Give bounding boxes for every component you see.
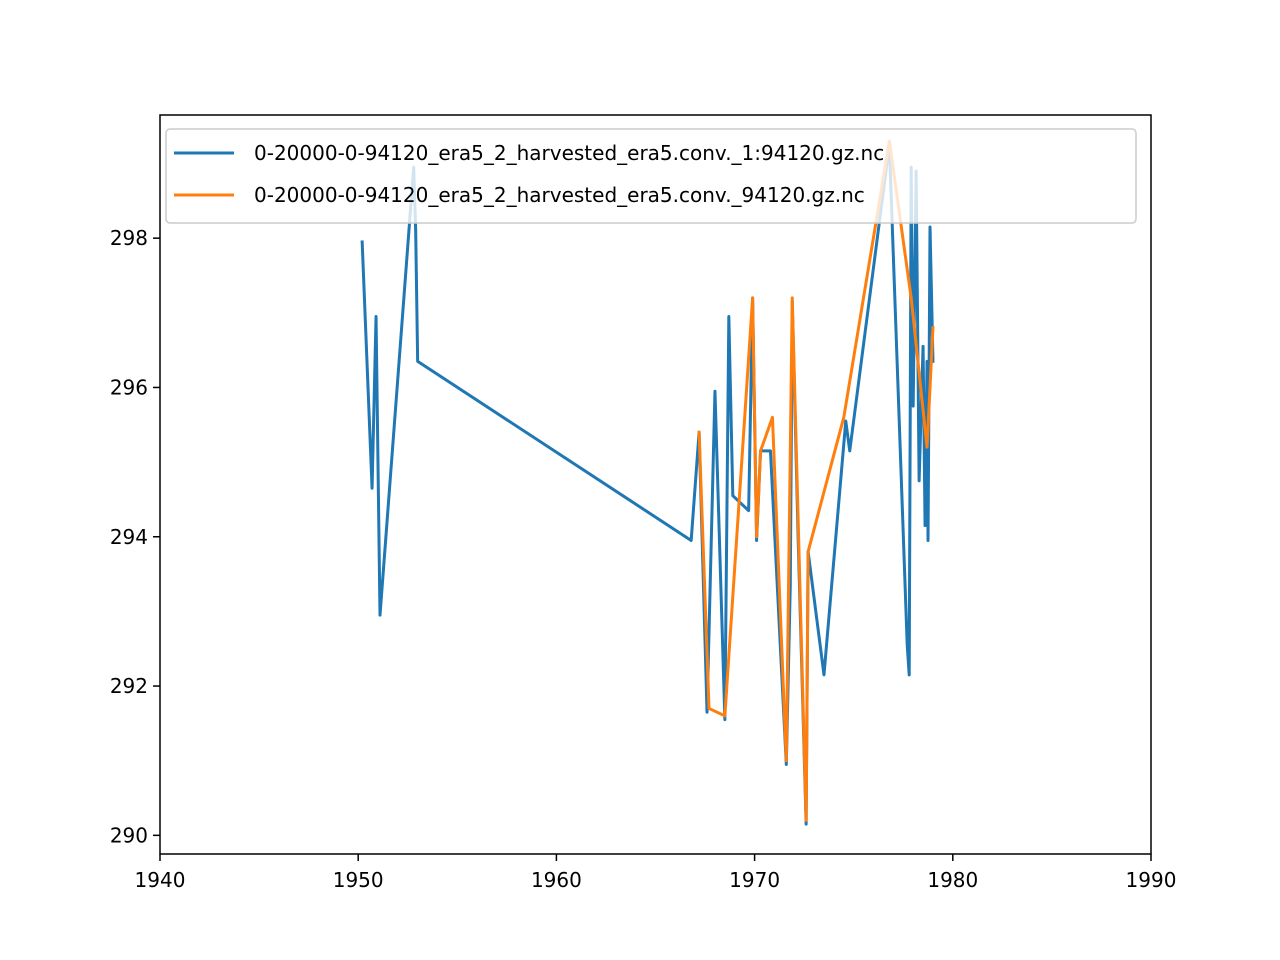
x-axis: 1940 1950 1960 1970 1980 1990 — [135, 854, 1177, 892]
y-axis: 290 292 294 296 298 — [110, 226, 160, 847]
x-tick-label: 1970 — [729, 868, 780, 892]
x-tick-label: 1940 — [135, 868, 186, 892]
x-tick-label: 1960 — [531, 868, 582, 892]
y-tick-label: 298 — [110, 226, 148, 250]
series-line-1 — [360, 143, 935, 826]
legend: 0-20000-0-94120_era5_2_harvested_era5.co… — [165, 128, 1137, 224]
y-tick-label: 296 — [110, 375, 148, 399]
x-tick-label: 1990 — [1126, 868, 1177, 892]
y-tick-label: 290 — [110, 823, 148, 847]
x-tick-label: 1950 — [333, 868, 384, 892]
legend-label-series-1: 0-20000-0-94120_era5_2_harvested_era5.co… — [254, 141, 884, 165]
legend-box — [165, 128, 1137, 224]
plot-frame — [159, 114, 1152, 855]
legend-label-series-2: 0-20000-0-94120_era5_2_harvested_era5.co… — [254, 183, 865, 207]
y-tick-label: 294 — [110, 525, 148, 549]
x-tick-label: 1980 — [927, 868, 978, 892]
y-tick-label: 292 — [110, 674, 148, 698]
